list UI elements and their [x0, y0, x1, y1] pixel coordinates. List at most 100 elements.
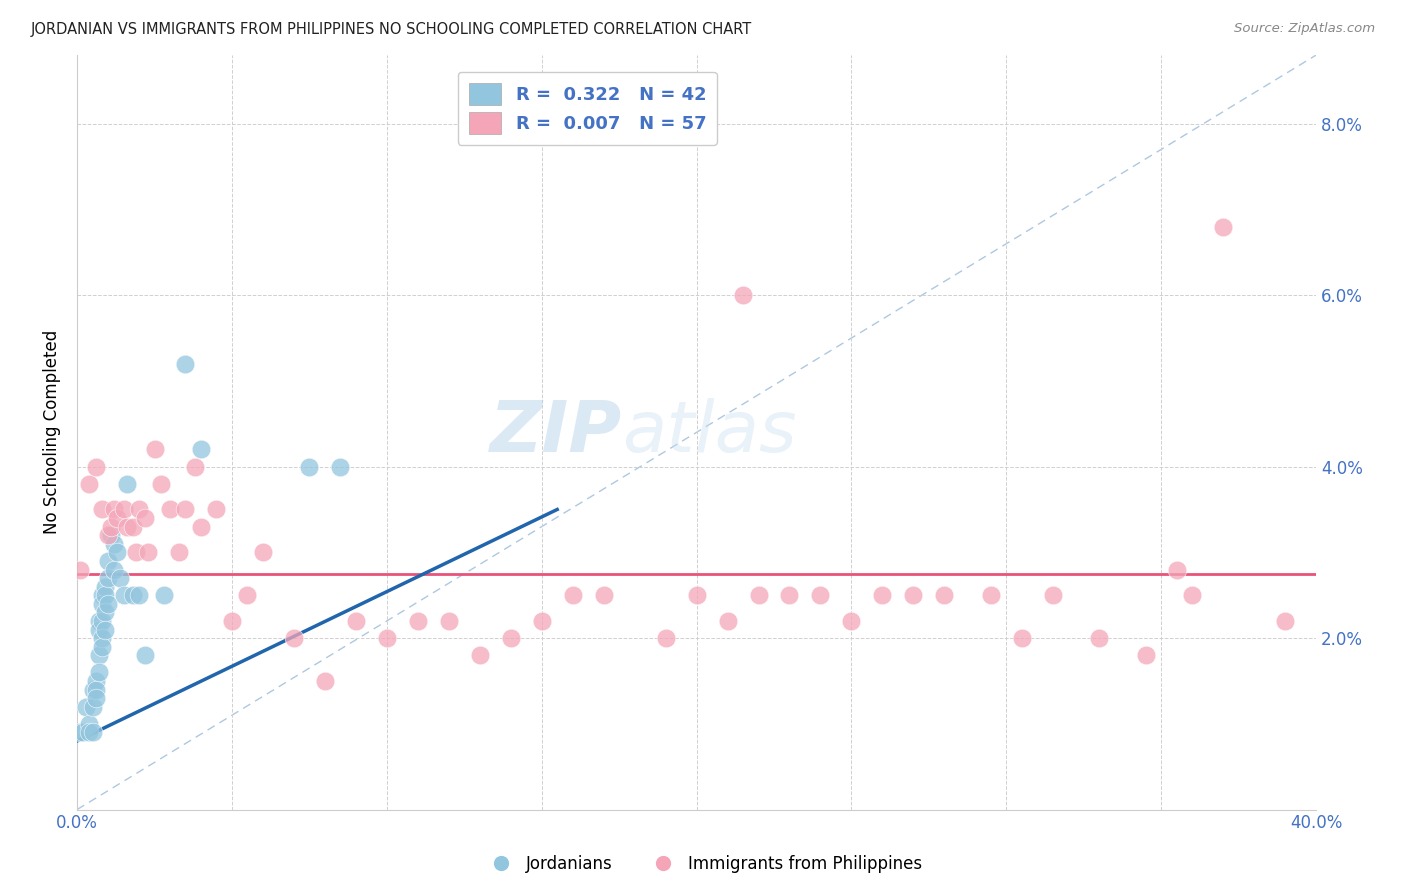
Text: ZIP: ZIP	[489, 398, 623, 467]
Point	[115, 476, 138, 491]
Point	[112, 588, 135, 602]
Point	[110, 571, 132, 585]
Point	[84, 691, 107, 706]
Point	[97, 571, 120, 585]
Point	[298, 459, 321, 474]
Point	[121, 588, 143, 602]
Point	[221, 614, 243, 628]
Point	[903, 588, 925, 602]
Point	[79, 716, 101, 731]
Point	[1274, 614, 1296, 628]
Point	[112, 502, 135, 516]
Point	[685, 588, 707, 602]
Point	[100, 528, 122, 542]
Point	[103, 562, 125, 576]
Point	[105, 545, 128, 559]
Point	[121, 519, 143, 533]
Point	[94, 580, 117, 594]
Point	[87, 623, 110, 637]
Text: atlas: atlas	[623, 398, 797, 467]
Point	[329, 459, 352, 474]
Point	[97, 597, 120, 611]
Point	[105, 511, 128, 525]
Legend: R =  0.322   N = 42, R =  0.007   N = 57: R = 0.322 N = 42, R = 0.007 N = 57	[458, 71, 717, 145]
Point	[84, 673, 107, 688]
Point	[252, 545, 274, 559]
Point	[1166, 562, 1188, 576]
Point	[980, 588, 1002, 602]
Point	[530, 614, 553, 628]
Point	[82, 682, 104, 697]
Point	[149, 476, 172, 491]
Point	[97, 528, 120, 542]
Point	[90, 597, 112, 611]
Point	[94, 623, 117, 637]
Point	[134, 511, 156, 525]
Point	[344, 614, 367, 628]
Point	[205, 502, 228, 516]
Point	[1088, 631, 1111, 645]
Point	[406, 614, 429, 628]
Point	[184, 459, 207, 474]
Point	[159, 502, 181, 516]
Point	[499, 631, 522, 645]
Point	[1011, 631, 1033, 645]
Point	[169, 545, 191, 559]
Point	[87, 648, 110, 663]
Point	[375, 631, 398, 645]
Point	[872, 588, 894, 602]
Point	[103, 502, 125, 516]
Point	[174, 357, 197, 371]
Point	[94, 588, 117, 602]
Point	[90, 640, 112, 654]
Point	[79, 725, 101, 739]
Y-axis label: No Schooling Completed: No Schooling Completed	[44, 330, 60, 534]
Point	[934, 588, 956, 602]
Point	[84, 682, 107, 697]
Point	[1135, 648, 1157, 663]
Point	[82, 725, 104, 739]
Legend: Jordanians, Immigrants from Philippines: Jordanians, Immigrants from Philippines	[478, 848, 928, 880]
Point	[592, 588, 614, 602]
Point	[143, 442, 166, 457]
Point	[136, 545, 159, 559]
Point	[90, 614, 112, 628]
Point	[190, 442, 212, 457]
Point	[561, 588, 583, 602]
Point	[810, 588, 832, 602]
Point	[69, 562, 91, 576]
Point	[190, 519, 212, 533]
Point	[75, 699, 97, 714]
Point	[84, 459, 107, 474]
Point	[97, 554, 120, 568]
Point	[100, 519, 122, 533]
Point	[236, 588, 259, 602]
Point	[90, 631, 112, 645]
Point	[1181, 588, 1204, 602]
Point	[437, 614, 460, 628]
Point	[87, 614, 110, 628]
Point	[314, 673, 336, 688]
Point	[1212, 219, 1234, 234]
Point	[82, 699, 104, 714]
Point	[103, 537, 125, 551]
Point	[90, 502, 112, 516]
Text: Source: ZipAtlas.com: Source: ZipAtlas.com	[1234, 22, 1375, 36]
Point	[841, 614, 863, 628]
Point	[153, 588, 176, 602]
Point	[1042, 588, 1064, 602]
Point	[654, 631, 676, 645]
Point	[72, 725, 94, 739]
Point	[115, 519, 138, 533]
Point	[731, 288, 754, 302]
Point	[128, 502, 150, 516]
Point	[87, 665, 110, 680]
Point	[125, 545, 148, 559]
Point	[69, 725, 91, 739]
Point	[134, 648, 156, 663]
Text: JORDANIAN VS IMMIGRANTS FROM PHILIPPINES NO SCHOOLING COMPLETED CORRELATION CHAR: JORDANIAN VS IMMIGRANTS FROM PHILIPPINES…	[31, 22, 752, 37]
Point	[94, 606, 117, 620]
Point	[283, 631, 305, 645]
Point	[174, 502, 197, 516]
Point	[468, 648, 491, 663]
